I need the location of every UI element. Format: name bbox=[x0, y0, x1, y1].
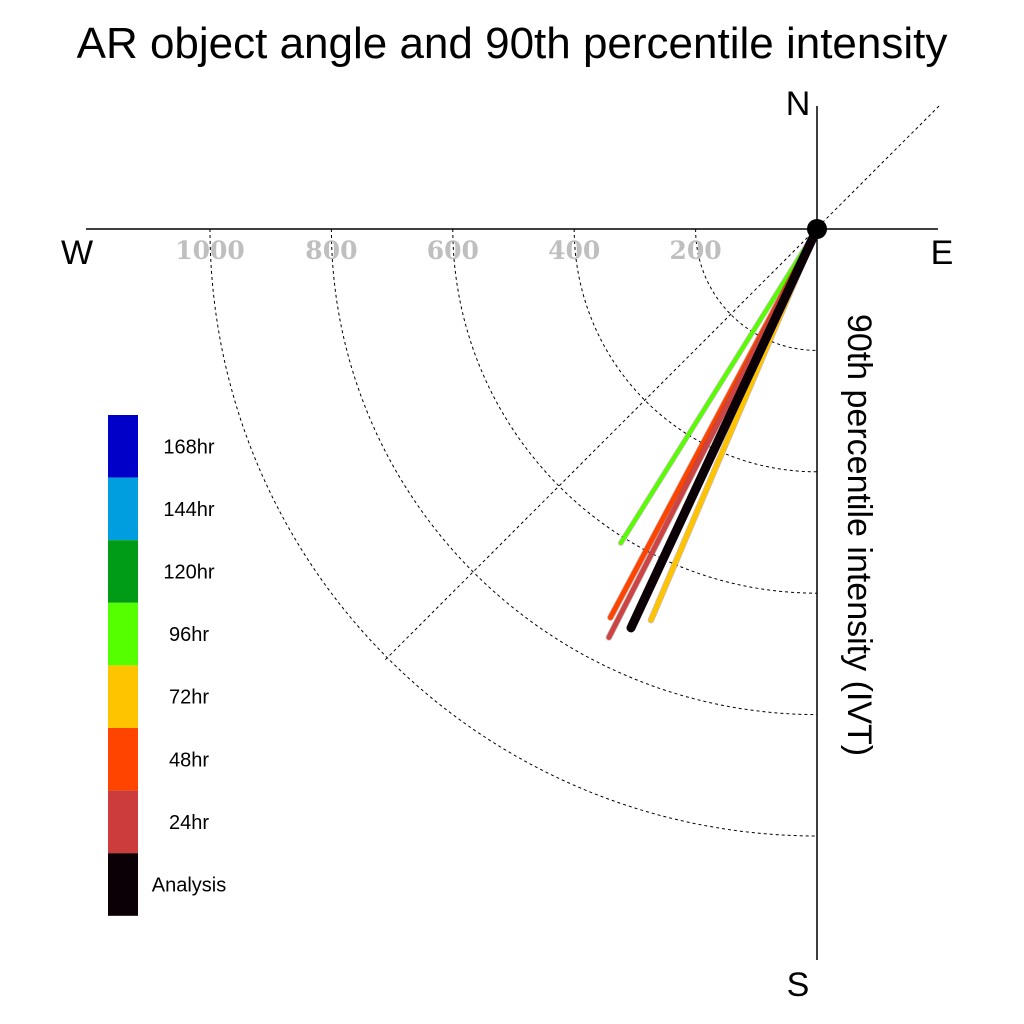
legend-label-144hr: 144hr bbox=[163, 499, 214, 521]
ring-label-600: 600 bbox=[427, 236, 479, 265]
series-line-96hr bbox=[618, 227, 819, 546]
legend-label-Analysis: Analysis bbox=[152, 875, 226, 897]
legend-label-24hr: 24hr bbox=[169, 812, 209, 834]
radial-tick-labels: 200 400 600 800 1000 bbox=[175, 236, 721, 265]
compass-axes bbox=[86, 105, 940, 960]
legend-label-168hr: 168hr bbox=[163, 436, 214, 458]
grid-ring-200 bbox=[695, 228, 818, 351]
legend-swatch-Analysis bbox=[108, 853, 138, 916]
series-lines bbox=[605, 224, 822, 641]
ring-label-400: 400 bbox=[548, 236, 600, 265]
grid-ring-400 bbox=[573, 228, 818, 473]
legend-swatch-48hr bbox=[108, 728, 138, 791]
legend-swatch-24hr bbox=[108, 790, 138, 854]
legend-swatch-72hr bbox=[108, 665, 138, 728]
legend-label-72hr: 72hr bbox=[169, 687, 209, 709]
legend-label-48hr: 48hr bbox=[169, 749, 209, 771]
ring-label-200: 200 bbox=[670, 236, 722, 265]
grid-ring-800 bbox=[330, 228, 818, 716]
grid-ring-600 bbox=[452, 228, 818, 594]
legend-swatch-96hr bbox=[108, 602, 138, 666]
legend-swatch-120hr bbox=[108, 540, 138, 603]
polar-grid bbox=[209, 228, 818, 837]
legend-swatch-144hr bbox=[108, 477, 138, 541]
compass-south: S bbox=[787, 966, 810, 1004]
origin-marker bbox=[807, 219, 827, 239]
ring-label-1000: 1000 bbox=[175, 236, 245, 265]
compass-north: N bbox=[786, 85, 811, 123]
compass-west: W bbox=[61, 234, 93, 272]
grid-ring-1000 bbox=[209, 228, 818, 837]
legend: 168hr 144hr 120hr 96hr 72hr 48hr 24hr Analysis bbox=[108, 415, 226, 916]
compass-east: E bbox=[931, 234, 954, 272]
legend-swatch-168hr bbox=[108, 415, 138, 478]
legend-label-96hr: 96hr bbox=[169, 624, 209, 646]
legend-label-120hr: 120hr bbox=[163, 562, 214, 584]
ring-label-800: 800 bbox=[305, 236, 357, 265]
radial-axis-label: 90th percentile intensity (IVT) bbox=[840, 314, 878, 756]
diagonal-guide bbox=[384, 105, 940, 661]
series-line-Analysis bbox=[626, 224, 822, 633]
chart-title: AR object angle and 90th percentile inte… bbox=[77, 19, 948, 68]
